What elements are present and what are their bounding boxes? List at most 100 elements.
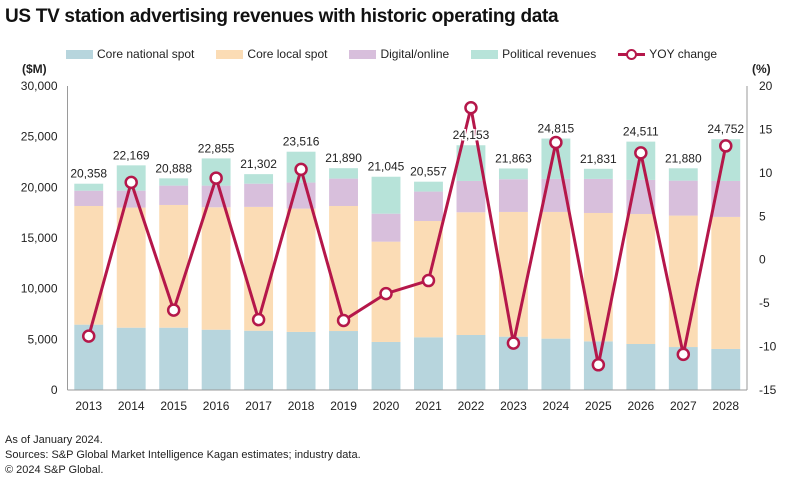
- y2-tick-label: 15: [759, 122, 773, 136]
- bar-core-national-spot-2014: [116, 327, 146, 390]
- footer-sources: Sources: S&P Global Market Intelligence …: [5, 449, 361, 461]
- bar-core-national-spot-2028: [711, 348, 741, 390]
- y2-tick-label: -10: [759, 340, 777, 354]
- bar-political-revenues-2021: [414, 181, 443, 192]
- x-tick-label: 2016: [203, 399, 230, 413]
- bar-core-national-spot-2020: [371, 341, 401, 390]
- bar-political-revenues-2027: [668, 168, 698, 181]
- legend-label: Core national spot: [97, 47, 195, 61]
- yoy-marker-2013: [81, 329, 96, 343]
- yoy-marker-2018: [294, 162, 308, 177]
- y-tick-label: 20,000: [21, 180, 58, 194]
- left-axis-unit: ($M): [22, 62, 47, 76]
- bar-core-national-spot-2022: [456, 334, 486, 390]
- legend-swatch-core-local-spot: [216, 49, 244, 59]
- axes-layer: 0 5,000 10,000 15,000 20,000 25,000 30,000 -15 -…: [21, 79, 777, 413]
- legend: Core national spot Core local spot Digit…: [66, 47, 739, 61]
- y2-tick-label: -15: [759, 383, 777, 397]
- yoy-marker-2027: [676, 347, 691, 362]
- total-label: 21,890: [325, 151, 362, 165]
- x-tick-label: 2015: [160, 399, 187, 413]
- legend-label: Core local spot: [247, 47, 328, 61]
- bar-political-revenues-2019: [329, 168, 358, 179]
- bar-core-local-spot-2026: [626, 213, 656, 344]
- y2-tick-label: 5: [759, 209, 766, 223]
- y2-tick-label: -5: [759, 296, 770, 310]
- bar-digital-online-2027: [668, 180, 698, 216]
- yoy-marker-2017: [251, 312, 266, 327]
- x-tick-label: 2018: [288, 399, 315, 413]
- bar-political-revenues-2013: [74, 183, 104, 191]
- y-tick-label: 30,000: [21, 79, 58, 93]
- total-label: 24,511: [623, 125, 659, 139]
- total-label: 23,516: [283, 135, 320, 149]
- legend-item-core-local-spot: Core local spot: [216, 47, 327, 61]
- legend-line-marker-icon: .legend-line::before{background:#b5174a;…: [618, 48, 646, 60]
- y2-tick-label: 0: [759, 253, 766, 267]
- y-tick-label: 15,000: [21, 231, 58, 245]
- legend-swatch-digital-online: [349, 49, 377, 59]
- yoy-marker-2015: [166, 303, 181, 317]
- bar-core-national-spot-2024: [541, 338, 571, 390]
- right-axis-unit: (%): [752, 62, 771, 76]
- yoy-marker-2023: [506, 336, 521, 350]
- total-label: 21,045: [368, 160, 405, 174]
- bar-core-national-spot-2019: [329, 331, 358, 390]
- yoy-marker-2026: [634, 146, 648, 160]
- bar-core-local-spot-2017: [244, 206, 274, 331]
- yoy-marker-2019: [336, 313, 351, 328]
- bar-core-local-spot-2027: [668, 215, 698, 348]
- total-label: 21,863: [495, 151, 532, 165]
- yoy-marker-2020: [379, 286, 393, 301]
- x-tick-label: 2027: [670, 399, 697, 413]
- bar-digital-online-2014: [116, 190, 146, 208]
- total-label: 24,815: [538, 122, 575, 136]
- x-tick-label: 2020: [373, 399, 400, 413]
- yoy-marker-2022: [464, 100, 478, 115]
- chart-title: US TV station advertising revenues with …: [5, 6, 559, 27]
- bar-core-local-spot-2022: [456, 212, 486, 335]
- bar-digital-online-2025: [583, 178, 613, 213]
- x-tick-label: 2019: [330, 399, 357, 413]
- x-tick-label: 2026: [627, 399, 654, 413]
- bar-digital-online-2023: [498, 179, 528, 212]
- bar-digital-online-2017: [244, 183, 274, 207]
- x-tick-label: 2025: [585, 399, 612, 413]
- yoy-marker-2028: [719, 139, 733, 153]
- y-tick-label: 5,000: [27, 332, 57, 346]
- x-tick-label: 2014: [118, 399, 145, 413]
- bar-core-national-spot-2026: [626, 343, 656, 390]
- bar-political-revenues-2020: [371, 176, 401, 214]
- bar-political-revenues-2025: [583, 168, 613, 179]
- footer-date-note: As of January 2024.: [5, 434, 103, 446]
- bar-core-local-spot-2019: [329, 205, 358, 332]
- total-label: 24,153: [453, 128, 490, 142]
- total-label: 22,169: [113, 148, 150, 162]
- bar-core-local-spot-2024: [541, 211, 571, 339]
- bar-core-national-spot-2015: [159, 327, 189, 390]
- footer-copyright: © 2024 S&P Global.: [5, 464, 104, 476]
- bar-digital-online-2020: [371, 213, 401, 242]
- bar-core-national-spot-2021: [414, 337, 443, 390]
- yoy-line-layer: [81, 100, 733, 372]
- yoy-marker-2021: [421, 273, 436, 288]
- bar-core-national-spot-2017: [244, 330, 274, 390]
- yoy-marker-2024: [549, 135, 563, 150]
- x-tick-label: 2021: [415, 399, 442, 413]
- bar-core-national-spot-2018: [286, 331, 316, 390]
- y2-tick-label: 20: [759, 79, 773, 93]
- x-tick-label: 2013: [75, 399, 102, 413]
- y-tick-label: 0: [51, 383, 58, 397]
- total-label: 20,557: [410, 165, 447, 179]
- y-tick-label: 25,000: [21, 130, 58, 144]
- legend-item-digital-online: Digital/online: [349, 47, 449, 61]
- bar-digital-online-2015: [159, 185, 189, 205]
- bar-core-local-spot-2028: [711, 216, 741, 349]
- bar-core-local-spot-2023: [498, 211, 528, 337]
- bar-political-revenues-2017: [244, 174, 274, 184]
- total-label: 20,358: [70, 167, 107, 181]
- bar-core-local-spot-2014: [116, 207, 146, 328]
- total-label: 21,880: [665, 151, 702, 165]
- legend-label: Political revenues: [502, 47, 597, 61]
- x-tick-label: 2017: [245, 399, 272, 413]
